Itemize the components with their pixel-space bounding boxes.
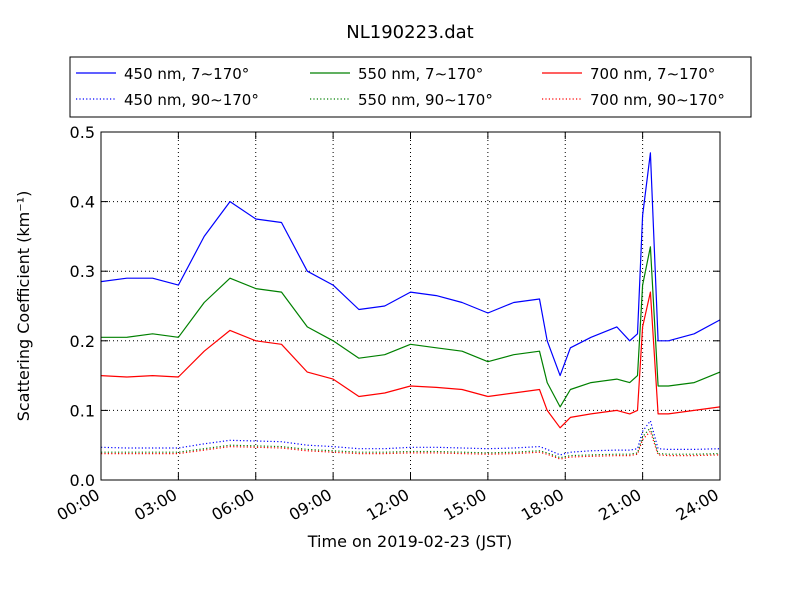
x-axis-label: Time on 2019-02-23 (JST) [307, 532, 512, 551]
legend-label: 450 nm, 7∼170° [124, 65, 249, 83]
y-tick-label: 0.5 [70, 123, 95, 142]
x-axis: 00:00 03:00 06:00 09:00 12:00 15:00 18:00 21:00… [54, 132, 722, 525]
x-tick-label: 24:00 [673, 485, 722, 525]
x-tick-label: 00:00 [54, 485, 103, 525]
x-tick-label: 18:00 [518, 485, 567, 525]
y-axis: 0.0 0.1 0.2 0.3 0.4 0.5 [70, 123, 720, 490]
series-layer [100, 152, 721, 460]
legend-label: 550 nm, 90∼170° [358, 91, 493, 109]
legend-label: 700 nm, 7∼170° [590, 65, 715, 83]
x-tick-label: 21:00 [595, 485, 644, 525]
x-tick-label: 12:00 [363, 485, 412, 525]
y-tick-label: 0.4 [70, 193, 95, 212]
series-line [101, 430, 721, 460]
series-line [101, 246, 721, 408]
legend-label: 700 nm, 90∼170° [590, 91, 725, 109]
x-tick-label: 15:00 [440, 485, 489, 525]
y-tick-label: 0.2 [70, 332, 95, 351]
y-tick-label: 0.1 [70, 401, 95, 420]
y-axis-label: Scattering Coefficient (km⁻¹) [14, 191, 33, 422]
x-tick-label: 09:00 [286, 485, 335, 525]
legend-frame [69, 56, 752, 118]
legend-label: 550 nm, 7∼170° [358, 65, 483, 83]
series-line [100, 152, 721, 377]
x-tick-label: 06:00 [208, 485, 257, 525]
series-line [101, 427, 721, 459]
chart-title: NL190223.dat [346, 22, 473, 43]
y-tick-label: 0.0 [70, 471, 95, 490]
y-tick-label: 0.3 [70, 262, 95, 281]
series-line [100, 420, 721, 456]
x-tick-label: 03:00 [131, 485, 180, 525]
series-line [100, 291, 721, 429]
legend-label: 450 nm, 90∼170° [124, 91, 259, 109]
grid [101, 132, 720, 480]
legend: 450 nm, 7∼170° 450 nm, 90∼170° 550 nm, 7∼1… [69, 56, 752, 118]
